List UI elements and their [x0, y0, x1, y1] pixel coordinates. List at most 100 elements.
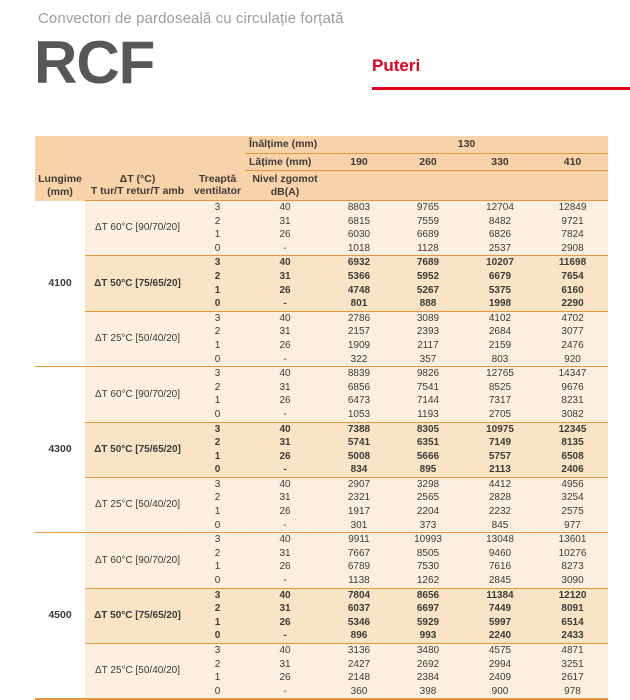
power-value-cell: 5666: [393, 449, 463, 464]
table-row: ΔT 50°C [75/65/20] 3 40 7804 8656 11384 12120: [35, 588, 609, 645]
power-value-cell: 11698: [537, 255, 609, 270]
header-spacer: [35, 136, 245, 154]
table-row: 4100 ΔT 60°C [90/70/20] 3 40 8803 9765 12704 12…: [35, 200, 609, 368]
section-title: Puteri: [372, 56, 421, 75]
noise-level-cell: -: [245, 629, 325, 645]
power-value-cell: 7654: [537, 269, 609, 284]
length-cell: 4100: [35, 200, 85, 368]
power-value-cell: 896: [325, 629, 393, 645]
power-value-cell: 12120: [537, 588, 609, 603]
power-value-cell: 993: [393, 629, 463, 645]
power-value-cell: 2617: [537, 671, 609, 685]
fan-speed-cell: 1: [190, 449, 245, 464]
power-value-cell: 8656: [393, 588, 463, 603]
column-header-row: Lungime (mm) ΔT (°C) T tur/T retur/T amb…: [35, 170, 609, 201]
noise-level-cell: 40: [245, 311, 325, 326]
noise-level-cell: 31: [245, 214, 325, 229]
table-row: 0-322 357 803 920: [35, 352, 609, 368]
fan-speed-cell: 3: [190, 255, 245, 270]
table-row: 1 26 6030 6689 6826 7824: [35, 228, 609, 242]
noise-level-cell: 31: [245, 325, 325, 339]
power-value-cell: 6160: [537, 283, 609, 298]
noise-level-cell: 40: [245, 588, 325, 603]
power-value-cell: 2384: [393, 671, 463, 685]
noise-level-cell: 31: [245, 491, 325, 506]
power-value-cell: 6473: [325, 394, 393, 408]
noise-level-cell: 26: [245, 338, 325, 353]
power-value-cell: 8505: [393, 546, 463, 561]
noise-level-cell: 40: [245, 200, 325, 215]
fan-speed-cell: 2: [190, 657, 245, 672]
power-value-cell: 6679: [463, 269, 537, 284]
fan-speed-cell: 2: [190, 546, 245, 561]
product-code-logo: RCF: [34, 29, 155, 96]
powers-table-header: Înălțime (mm) 130 Lățime (mm) 190 260 33…: [35, 136, 609, 201]
power-value-cell: 6689: [393, 228, 463, 242]
noise-level-cell: 40: [245, 366, 325, 381]
power-value-cell: 9460: [463, 546, 537, 561]
fan-speed-cell: 0: [190, 352, 245, 368]
power-value-cell: 6826: [463, 228, 537, 242]
power-value-cell: 5346: [325, 615, 393, 630]
power-value-cell: 8839: [325, 366, 393, 381]
power-value-cell: 9826: [393, 366, 463, 381]
power-value-cell: 12704: [463, 200, 537, 215]
power-value-cell: 7144: [393, 394, 463, 408]
power-value-cell: 4102: [463, 311, 537, 326]
fan-speed-cell: 0: [190, 463, 245, 478]
power-value-cell: 12765: [463, 366, 537, 381]
power-value-cell: 6508: [537, 449, 609, 464]
fan-speed-cell: 3: [190, 200, 245, 215]
fan-speed-cell: 3: [190, 311, 245, 326]
power-value-cell: 2907: [325, 477, 393, 492]
noise-level-cell: 26: [245, 560, 325, 575]
power-value-cell: 357: [393, 352, 463, 368]
power-value-cell: 4702: [537, 311, 609, 326]
power-value-cell: 10207: [463, 255, 537, 270]
power-value-cell: 888: [393, 297, 463, 312]
power-value-cell: 8482: [463, 214, 537, 229]
power-value-cell: 7616: [463, 560, 537, 575]
power-value-cell: 10993: [393, 532, 463, 547]
power-value-cell: 12345: [537, 422, 609, 437]
delta-t-cell: ΔT 50°C [75/65/20]: [85, 588, 190, 645]
power-value-cell: 2476: [537, 338, 609, 353]
power-value-cell: 2692: [393, 657, 463, 672]
delta-t-cell: ΔT 50°C [75/65/20]: [85, 255, 190, 312]
power-value-cell: 7804: [325, 588, 393, 603]
table-row: 4300 ΔT 60°C [90/70/20] 3 40 8839 9826 12765 14…: [35, 366, 609, 534]
noise-level-cell: -: [245, 463, 325, 478]
power-value-cell: 5366: [325, 269, 393, 284]
power-value-cell: 10975: [463, 422, 537, 437]
power-value-cell: 3082: [537, 407, 609, 423]
power-value-cell: 2684: [463, 325, 537, 339]
table-row: ΔT 25°C [50/40/20] 3 40 2907 3298 4412 4956: [35, 477, 609, 534]
length-cell: 4300: [35, 366, 85, 534]
fan-speed-cell: 3: [190, 588, 245, 603]
power-value-cell: 5952: [393, 269, 463, 284]
fan-speed-cell: 3: [190, 477, 245, 492]
power-value-cell: 8525: [463, 380, 537, 395]
power-value-cell: 9676: [537, 380, 609, 395]
table-row: 0-1018 1128 2537 2908: [35, 241, 609, 257]
power-value-cell: 11384: [463, 588, 537, 603]
fan-speed-cell: 2: [190, 380, 245, 395]
table-row: 0-801 888 1998 2290: [35, 297, 609, 312]
fan-speed-cell: 1: [190, 615, 245, 630]
height-header-row: Înălțime (mm) 130: [35, 136, 609, 154]
power-value-cell: 2427: [325, 657, 393, 672]
power-value-cell: 3298: [393, 477, 463, 492]
table-row: 2 31 6037 6697 7449 8091: [35, 602, 609, 616]
power-value-cell: 2321: [325, 491, 393, 506]
power-value-cell: 3254: [537, 491, 609, 506]
power-value-cell: 9911: [325, 532, 393, 547]
width-value: 260: [393, 153, 463, 171]
noise-level-cell: 26: [245, 671, 325, 685]
power-value-cell: 5741: [325, 436, 393, 450]
power-value-cell: 7530: [393, 560, 463, 575]
power-value-cell: 801: [325, 297, 393, 312]
table-row: 2 31 2157 2393 2684 3077: [35, 325, 609, 339]
length-column-header: Lungime (mm): [35, 170, 85, 201]
page-subtitle: Convectori de pardoseală cu circulație f…: [38, 10, 344, 27]
noise-level-cell: 31: [245, 269, 325, 284]
